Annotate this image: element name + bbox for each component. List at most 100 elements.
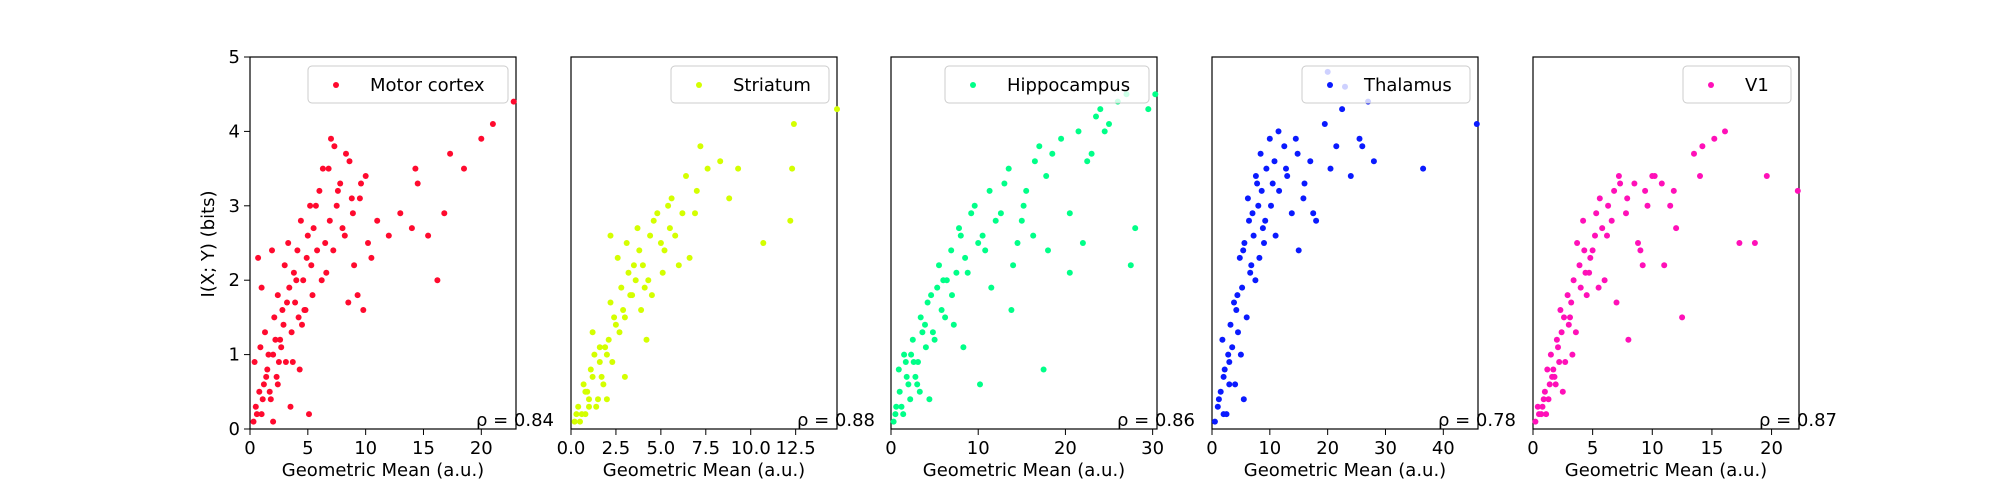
data-point: [686, 254, 693, 261]
data-point: [1586, 269, 1593, 276]
data-point: [257, 344, 264, 351]
data-point: [354, 292, 361, 299]
data-point: [1568, 299, 1575, 306]
data-point: [1635, 240, 1641, 246]
legend-label: Hippocampus: [1007, 75, 1130, 96]
data-point: [1252, 173, 1259, 179]
data-point: [1658, 180, 1665, 187]
data-point: [922, 344, 929, 351]
data-point: [1254, 180, 1261, 187]
data-point: [908, 351, 915, 358]
data-point: [1711, 135, 1718, 142]
plot-frame: [890, 56, 1158, 430]
data-point: [1301, 180, 1308, 187]
data-point: [274, 292, 281, 299]
data-point: [589, 329, 596, 336]
data-point: [1561, 314, 1567, 321]
data-point: [1649, 173, 1656, 179]
data-point: [693, 187, 700, 194]
data-point: [281, 262, 288, 269]
x-tick-label: 30: [1374, 438, 1397, 459]
legend-label: Motor cortex: [370, 75, 485, 96]
data-point: [280, 321, 287, 328]
data-point: [358, 180, 364, 187]
data-point: [1240, 396, 1247, 403]
data-point: [323, 269, 330, 276]
data-point: [982, 247, 989, 254]
data-point: [616, 329, 623, 336]
data-point: [928, 292, 935, 299]
data-point: [659, 269, 666, 276]
legend-label: Striatum: [733, 75, 811, 96]
y-tick-label: 3: [229, 196, 240, 217]
data-point: [929, 329, 936, 336]
data-point: [1625, 336, 1632, 343]
data-point: [1321, 121, 1328, 127]
data-point: [308, 262, 315, 269]
data-point: [1246, 217, 1252, 224]
data-point: [1127, 262, 1134, 269]
data-point: [790, 121, 797, 127]
data-point: [903, 373, 910, 380]
data-point: [307, 202, 314, 209]
data-point: [1339, 106, 1346, 113]
legend-box: [1301, 65, 1471, 104]
x-tick-label: 10: [1258, 438, 1281, 459]
x-axis-title: Geometric Mean (a.u.): [603, 460, 805, 480]
data-point: [365, 240, 371, 246]
legend-label: Thalamus: [1363, 75, 1452, 96]
data-point: [447, 150, 454, 157]
data-point: [907, 396, 914, 403]
data-point: [1294, 150, 1301, 157]
data-point: [385, 232, 392, 239]
data-point: [1540, 396, 1547, 403]
data-point: [992, 217, 999, 224]
data-point: [333, 202, 340, 209]
legend-marker: [696, 82, 702, 88]
data-point: [1240, 247, 1247, 254]
data-point: [269, 247, 275, 254]
data-point: [1546, 381, 1553, 388]
data-point: [950, 321, 957, 328]
data-point: [1262, 217, 1269, 224]
data-point: [414, 180, 421, 187]
data-point: [1670, 187, 1677, 194]
data-point: [591, 351, 598, 358]
data-point: [629, 292, 636, 299]
x-tick-label: 20: [1760, 438, 1783, 459]
data-point: [916, 388, 923, 395]
x-tick-label: 5: [1587, 438, 1598, 459]
data-point: [252, 403, 259, 410]
data-point: [368, 254, 375, 261]
data-point: [668, 195, 675, 202]
data-point: [1327, 165, 1334, 172]
data-point: [1544, 366, 1551, 373]
data-point: [1577, 284, 1584, 291]
data-point: [968, 210, 975, 217]
data-point: [1569, 351, 1576, 358]
data-point: [892, 411, 899, 418]
x-tick-label: 20: [1316, 438, 1339, 459]
data-point: [1236, 254, 1243, 261]
x-tick-label: 0.0: [557, 438, 586, 459]
data-point: [434, 277, 441, 284]
data-point: [1263, 165, 1270, 172]
data-point: [316, 187, 323, 194]
x-tick-label: 0: [885, 438, 896, 459]
data-point: [348, 195, 355, 202]
data-point: [1229, 344, 1236, 351]
data-point: [630, 262, 637, 269]
data-point: [1604, 232, 1610, 239]
x-tick-label: 0: [1206, 438, 1217, 459]
data-point: [675, 262, 682, 269]
data-point: [300, 277, 307, 284]
data-point: [1276, 187, 1283, 194]
data-point: [322, 240, 329, 246]
data-point: [1623, 210, 1629, 217]
data-point: [1271, 158, 1278, 165]
correlation-annotation: ρ = 0.86: [1117, 410, 1195, 431]
data-point: [331, 143, 338, 150]
data-point: [1592, 232, 1598, 239]
data-point: [1244, 195, 1251, 202]
